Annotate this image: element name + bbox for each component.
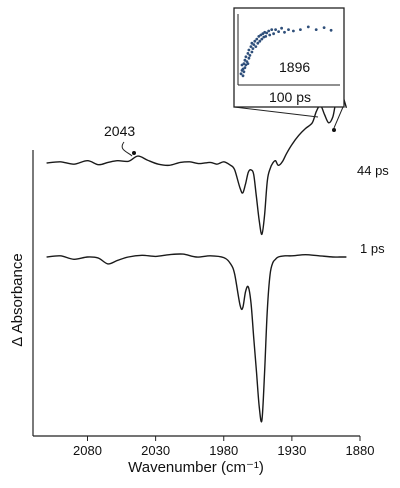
- inset-point: [244, 63, 248, 67]
- inset-point: [314, 28, 318, 31]
- inset-point: [243, 66, 247, 70]
- series-label-1ps: 1 ps: [360, 241, 385, 256]
- inset-point: [274, 28, 277, 31]
- inset-point: [247, 56, 251, 60]
- inset-point: [264, 35, 268, 38]
- inset-point: [306, 25, 310, 29]
- inset-point: [258, 39, 262, 43]
- inset-point: [329, 28, 333, 32]
- inset-point: [246, 62, 250, 65]
- inset-point: [287, 28, 290, 31]
- inset-frame: [233, 7, 345, 108]
- x-tick-label: 1980: [209, 443, 238, 458]
- inset-point: [249, 45, 253, 48]
- inset-point: [283, 30, 286, 34]
- x-ticks: 2080 2030 1980 1930 1880: [73, 436, 374, 458]
- inset-point: [242, 70, 246, 74]
- inset-point: [257, 35, 261, 38]
- inset-point: [242, 62, 246, 65]
- inset-point: [241, 74, 245, 78]
- x-tick-label: 2030: [141, 443, 170, 458]
- inset-point: [299, 28, 302, 31]
- inset-point: [255, 37, 259, 41]
- inset-point: [251, 47, 255, 50]
- inset-point: [250, 50, 254, 54]
- inset-point: [268, 33, 272, 37]
- inset-points: [239, 25, 333, 78]
- inset-point: [267, 29, 271, 33]
- inset-callout-dot: [332, 128, 336, 132]
- inset-point: [243, 58, 247, 62]
- series-layer: [46, 88, 348, 423]
- x-tick-label: 2080: [73, 443, 102, 458]
- x-tick-label: 1930: [277, 443, 306, 458]
- inset-point: [239, 72, 243, 76]
- inset-point: [244, 55, 248, 59]
- inset-point: [292, 29, 295, 33]
- inset-point: [247, 48, 251, 52]
- peak-annotation-2043-arrow: [121, 141, 133, 157]
- inset-point: [270, 28, 274, 31]
- inset-callout-left: [233, 106, 319, 118]
- inset-label-1896: 1896: [279, 59, 310, 75]
- inset-point: [248, 54, 252, 57]
- inset-point: [322, 26, 326, 29]
- x-axis-label: Wavenumber (cm⁻¹): [128, 459, 264, 476]
- series-line-1ps: [46, 253, 347, 423]
- series-line-44ps: [46, 88, 348, 236]
- inset-point: [259, 33, 263, 37]
- inset-point: [272, 32, 275, 36]
- y-axis-label: Δ Absorbance: [9, 253, 26, 346]
- inset-plot: 1896 100 ps: [233, 7, 345, 108]
- inset-x-label: 100 ps: [269, 89, 311, 105]
- x-tick-label: 1880: [346, 443, 375, 458]
- inset-point: [254, 45, 258, 48]
- inset-point: [246, 52, 250, 55]
- peak-annotation-2043: 2043: [104, 123, 135, 139]
- inset-callout-right: [333, 106, 344, 129]
- inset-point: [252, 43, 256, 46]
- peak-annotation-2043-dot: [132, 151, 136, 155]
- inset-point: [260, 37, 264, 41]
- inset-point: [265, 31, 269, 35]
- series-label-44ps: 44 ps: [357, 163, 389, 178]
- inset-point: [280, 26, 283, 30]
- inset-point: [256, 41, 260, 45]
- inset-point: [277, 30, 280, 33]
- inset-point: [253, 39, 257, 43]
